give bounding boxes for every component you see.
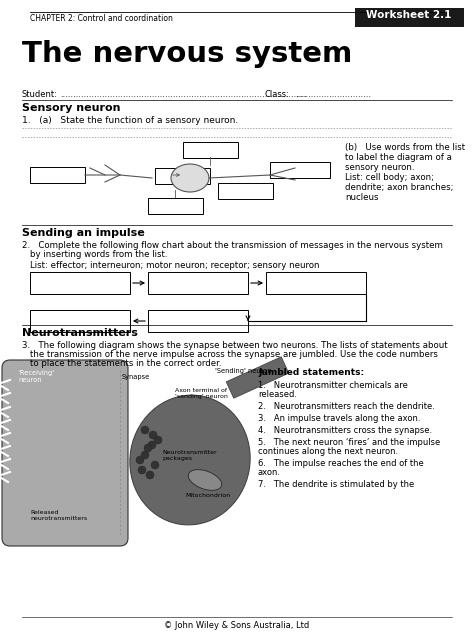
Text: to place the statements in the correct order.: to place the statements in the correct o… (30, 359, 221, 368)
Text: 3.   The following diagram shows the synapse between two neurons. The lists of s: 3. The following diagram shows the synap… (22, 341, 447, 350)
Bar (218, 183, 273, 199)
Text: CHAPTER 2: Control and coordination: CHAPTER 2: Control and coordination (30, 14, 173, 23)
Bar (30, 272, 130, 294)
Text: 1.   Neurotransmitter chemicals are: 1. Neurotransmitter chemicals are (258, 381, 408, 390)
Text: the transmission of the nerve impulse across the synapse are jumbled. Use the co: the transmission of the nerve impulse ac… (30, 350, 438, 359)
Text: continues along the next neuron.: continues along the next neuron. (258, 447, 398, 456)
Text: List: effector; interneuron; motor neuron; receptor; sensory neuron: List: effector; interneuron; motor neuro… (30, 261, 319, 270)
Text: Neurotransmitters: Neurotransmitters (22, 328, 138, 338)
Text: Worksheet 2.1: Worksheet 2.1 (366, 10, 452, 20)
Text: 7.   The dendrite is stimulated by the: 7. The dendrite is stimulated by the (258, 480, 414, 489)
Text: 2.   Neurotransmitters reach the dendrite.: 2. Neurotransmitters reach the dendrite. (258, 402, 435, 411)
Text: 'Sending' neuron: 'Sending' neuron (215, 368, 272, 374)
Text: 3.   An impulse travels along the axon.: 3. An impulse travels along the axon. (258, 414, 420, 423)
Text: Axon terminal of
'sending' neuron: Axon terminal of 'sending' neuron (175, 388, 228, 399)
Bar (266, 272, 366, 294)
Text: © John Wiley & Sons Australia, Ltd: © John Wiley & Sons Australia, Ltd (164, 621, 310, 630)
Bar (148, 272, 248, 294)
Circle shape (149, 431, 157, 439)
Ellipse shape (171, 164, 209, 192)
Text: 'Receiving'
neuron: 'Receiving' neuron (18, 370, 54, 383)
Bar (148, 198, 203, 214)
Text: Class:: Class: (265, 90, 290, 99)
Text: The nervous system: The nervous system (22, 40, 352, 68)
Circle shape (144, 444, 152, 452)
Text: released.: released. (258, 390, 297, 399)
Circle shape (141, 426, 149, 434)
Bar (155, 168, 210, 184)
Text: sensory neuron.: sensory neuron. (345, 163, 414, 172)
Text: 1.   (a)   State the function of a sensory neuron.: 1. (a) State the function of a sensory n… (22, 116, 238, 125)
Text: .............................: ............................. (295, 90, 371, 99)
Bar (30, 310, 130, 332)
Text: Released
neurotransmitters: Released neurotransmitters (30, 510, 87, 521)
Text: 2.   Complete the following flow chart about the transmission of messages in the: 2. Complete the following flow chart abo… (22, 241, 443, 250)
Bar (183, 142, 238, 158)
Text: ................................................................................: ........................................… (60, 90, 307, 99)
Text: axon.: axon. (258, 468, 281, 477)
Text: Sensory neuron: Sensory neuron (22, 103, 120, 113)
Text: List: cell body; axon;: List: cell body; axon; (345, 173, 434, 182)
Text: Mitochondrion: Mitochondrion (185, 493, 230, 498)
Text: dendrite; axon branches;: dendrite; axon branches; (345, 183, 454, 192)
Text: by inserting words from the list.: by inserting words from the list. (30, 250, 167, 259)
FancyBboxPatch shape (2, 360, 128, 546)
Text: Neurotransmitter
packages: Neurotransmitter packages (162, 450, 217, 461)
Circle shape (146, 471, 154, 479)
Text: nucleus: nucleus (345, 193, 379, 202)
Circle shape (154, 436, 162, 444)
Text: Jumbled statements:: Jumbled statements: (258, 368, 364, 377)
Text: 5.   The next neuron ‘fires’ and the impulse: 5. The next neuron ‘fires’ and the impul… (258, 438, 440, 447)
Circle shape (151, 461, 159, 469)
FancyArrow shape (226, 357, 289, 398)
Circle shape (148, 441, 156, 449)
Text: 4.   Neurotransmitters cross the synapse.: 4. Neurotransmitters cross the synapse. (258, 426, 432, 435)
Text: 6.   The impulse reaches the end of the: 6. The impulse reaches the end of the (258, 459, 424, 468)
Ellipse shape (188, 470, 222, 490)
Text: Synapse: Synapse (122, 374, 150, 380)
Bar (30, 167, 85, 183)
Ellipse shape (130, 395, 250, 525)
Circle shape (136, 456, 144, 464)
Bar (355, 8, 464, 27)
Bar (148, 310, 248, 332)
Bar (270, 162, 330, 178)
Circle shape (141, 451, 149, 459)
Text: (b)   Use words from the list: (b) Use words from the list (345, 143, 465, 152)
Text: to label the diagram of a: to label the diagram of a (345, 153, 452, 162)
Circle shape (138, 466, 146, 474)
Text: Student:: Student: (22, 90, 58, 99)
Text: Sending an impulse: Sending an impulse (22, 228, 145, 238)
